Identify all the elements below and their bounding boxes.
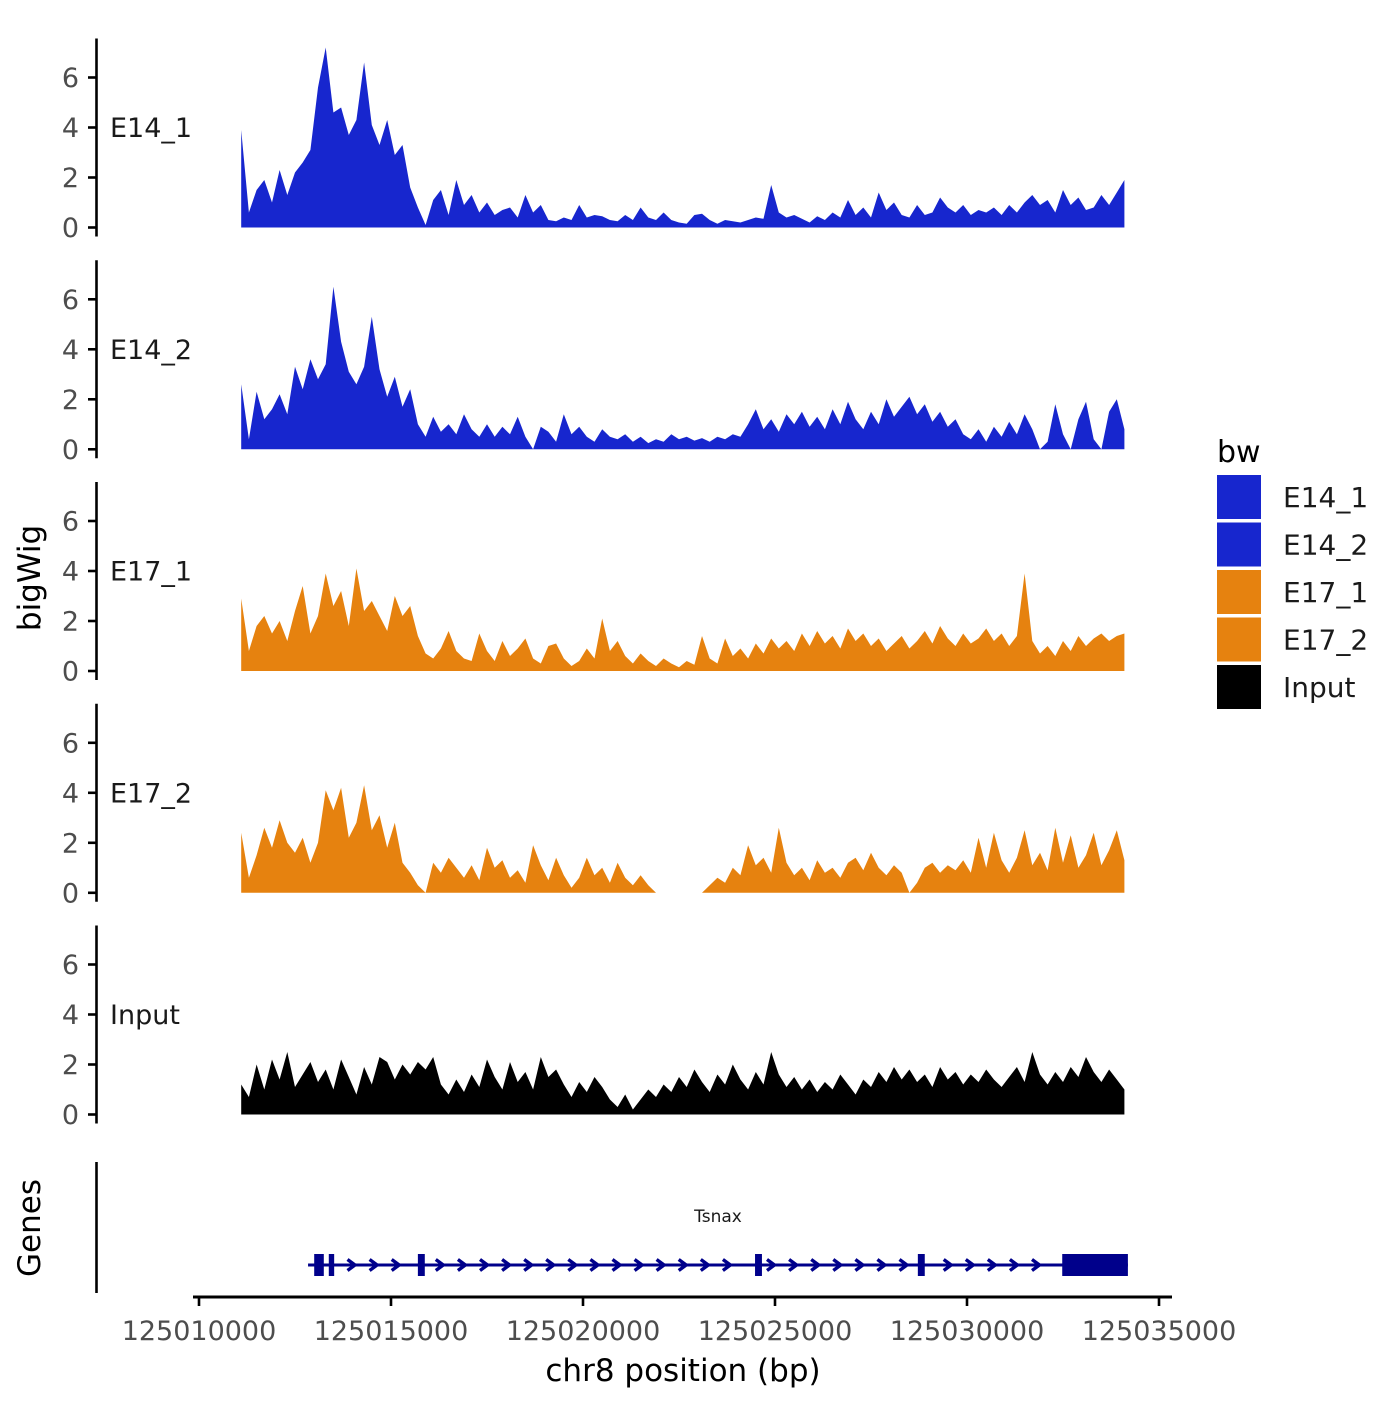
strand-arrow-icon: [1030, 1258, 1043, 1272]
x-tick-label: 125020000: [506, 1316, 661, 1347]
strand-arrow-icon: [478, 1258, 491, 1272]
strand-arrow-icon: [788, 1258, 800, 1272]
legend: E14_1 E14_2 E17_1 E17_2 Input: [1217, 475, 1368, 709]
legend-label-E14_2: E14_2: [1283, 528, 1368, 561]
y-tick-label: 6: [62, 506, 79, 537]
legend-key-E14_2: [1217, 522, 1261, 567]
strand-arrow-icon: [854, 1258, 866, 1272]
y-tick-label: 4: [62, 113, 79, 144]
strand-arrow-icon: [611, 1258, 623, 1272]
y-tick-label: 4: [62, 556, 79, 587]
y-tick-label: 2: [62, 828, 79, 859]
legend-title: bw: [1217, 435, 1261, 470]
x-tick-label: 125035000: [1082, 1316, 1237, 1347]
y-tick-label: 0: [62, 656, 79, 687]
coverage-area-E14_1: [241, 47, 1125, 228]
strand-arrow-icon: [942, 1258, 955, 1272]
x-axis-title: chr8 position (bp): [545, 1353, 820, 1389]
y-tick-label: 0: [62, 1100, 79, 1131]
track-label-E14_1: E14_1: [110, 113, 192, 144]
gene-name-label: Tsnax: [693, 1207, 742, 1227]
strand-arrow-icon: [545, 1258, 557, 1272]
strand-arrow-icon: [633, 1258, 645, 1272]
legend-key-E17_1: [1217, 570, 1261, 614]
gene-track: [95, 1162, 1128, 1293]
strand-arrow-icon: [677, 1258, 690, 1272]
track-label-E14_2: E14_2: [110, 335, 192, 366]
strand-arrow-icon: [368, 1258, 380, 1272]
coverage-area-Input: [241, 1052, 1125, 1115]
track-label-E17_2: E17_2: [110, 778, 192, 809]
coverage-panel-E17_2: 0 2 4 6 E17_2: [62, 703, 1125, 909]
x-tick-label: 125025000: [698, 1316, 853, 1347]
y-tick-label: 0: [62, 213, 79, 244]
legend-key-E17_2: [1217, 617, 1261, 662]
strand-arrow-icon: [832, 1258, 844, 1272]
strand-arrow-icon: [898, 1258, 910, 1272]
strand-arrow-icon: [523, 1258, 535, 1272]
coverage-area-E14_2: [241, 286, 1125, 450]
strand-arrow-icon: [964, 1258, 977, 1272]
strand-arrow-icon: [765, 1258, 778, 1272]
strand-arrow-icon: [655, 1258, 667, 1272]
y-tick-label: 6: [62, 950, 79, 981]
legend-label-E17_2: E17_2: [1283, 623, 1368, 656]
gene-exon: [917, 1254, 925, 1276]
gene-exon: [417, 1254, 425, 1276]
y-tick-label: 6: [62, 285, 79, 316]
gene-exon: [755, 1254, 762, 1276]
y-tick-label: 4: [62, 1000, 79, 1031]
coverage-panel-Input: 0 2 4 6 Input: [62, 925, 1125, 1131]
y-tick-label: 6: [62, 63, 79, 94]
strand-arrow-icon: [699, 1258, 712, 1272]
y-axis-title: bigWig: [12, 525, 48, 631]
strand-arrow-icon: [876, 1258, 888, 1272]
strand-arrow-icon: [810, 1258, 822, 1272]
y-tick-label: 2: [62, 606, 79, 637]
strand-arrow-icon: [589, 1258, 601, 1272]
y-tick-label: 0: [62, 878, 79, 909]
gene-terminal-exon: [1062, 1254, 1128, 1276]
y-tick-label: 4: [62, 778, 79, 809]
y-tick-label: 2: [62, 385, 79, 416]
x-tick-label: 125010000: [122, 1316, 277, 1347]
y-tick-label: 4: [62, 335, 79, 366]
strand-arrow-icon: [721, 1258, 734, 1272]
strand-arrow-icon: [501, 1258, 513, 1272]
strand-arrow-icon: [456, 1258, 469, 1272]
track-label-E17_1: E17_1: [110, 556, 192, 587]
x-axis: 125010000 125015000 125020000 125025000 1250…: [122, 1295, 1237, 1347]
coverage-panel-E14_1: 0 2 4 6 E14_1: [62, 38, 1125, 244]
coverage-area-E17_1: [241, 568, 1125, 671]
genes-axis-title: Genes: [12, 1179, 48, 1277]
strand-arrow-icon: [986, 1258, 999, 1272]
legend-key-E14_1: [1217, 475, 1261, 519]
x-tick-label: 125030000: [890, 1316, 1045, 1347]
strand-arrow-icon: [434, 1258, 447, 1272]
coverage-area-E17_2: [241, 785, 1125, 893]
y-tick-label: 0: [62, 435, 79, 466]
coverage-panel-E17_1: 0 2 4 6 E17_1: [62, 482, 1125, 687]
y-tick-label: 6: [62, 728, 79, 759]
strand-arrow-icon: [390, 1258, 403, 1272]
x-tick-label: 125015000: [314, 1316, 469, 1347]
legend-label-E14_1: E14_1: [1283, 481, 1368, 514]
gene-exon: [314, 1254, 324, 1276]
legend-key-Input: [1217, 665, 1261, 709]
gene-exon: [328, 1254, 335, 1276]
y-tick-label: 2: [62, 163, 79, 194]
coverage-panel-E14_2: 0 2 4 6 E14_2: [62, 260, 1125, 466]
track-label-Input: Input: [110, 1000, 180, 1031]
y-tick-label: 2: [62, 1050, 79, 1081]
strand-arrow-icon: [567, 1258, 579, 1272]
strand-arrow-icon: [1008, 1258, 1021, 1272]
legend-label-E17_1: E17_1: [1283, 576, 1368, 609]
strand-arrow-icon: [346, 1258, 358, 1272]
legend-label-Input: Input: [1283, 671, 1356, 704]
